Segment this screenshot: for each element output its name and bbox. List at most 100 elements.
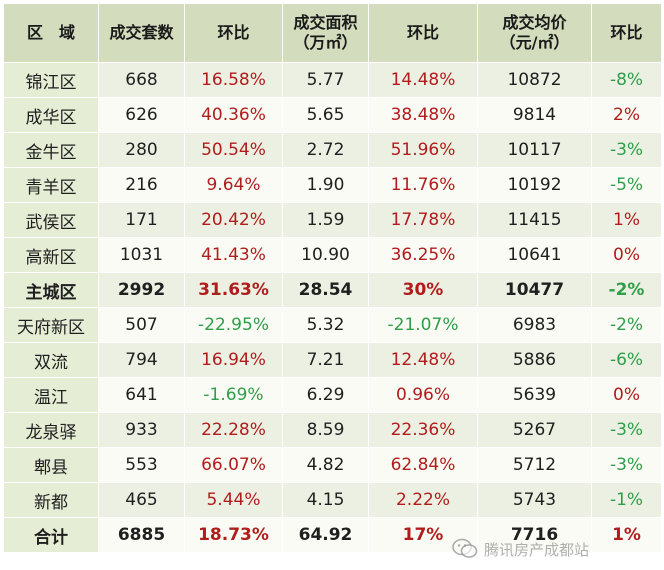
price-change-cell: -8%: [591, 62, 662, 98]
area-change-cell: 12.48%: [368, 342, 478, 378]
area-cell: 64.92: [282, 517, 369, 553]
price-cell: 10117: [477, 132, 592, 168]
district-cell: 双流: [3, 342, 99, 378]
header-row: 区 域 成交套数 环比 成交面积 （万㎡） 环比 成交均价 （元/㎡） 环比: [3, 3, 662, 63]
units-cell: 1031: [98, 237, 185, 273]
units-cell: 553: [98, 447, 185, 483]
area-change-cell: 36.25%: [368, 237, 478, 273]
price-change-cell: -1%: [591, 482, 662, 518]
district-cell: 龙泉驿: [3, 412, 99, 448]
table-body: 锦江区 668 16.58% 5.77 14.48% 10872 -8% 成华区 626 40.3…: [3, 62, 662, 553]
area-cell: 4.82: [282, 447, 369, 483]
units-cell: 507: [98, 307, 185, 343]
area-cell: 4.15: [282, 482, 369, 518]
table-row: 金牛区 280 50.54% 2.72 51.96% 10117 -3%: [3, 132, 662, 168]
units-cell: 794: [98, 342, 185, 378]
area-change-cell: 62.84%: [368, 447, 478, 483]
area-cell: 8.59: [282, 412, 369, 448]
units-cell: 465: [98, 482, 185, 518]
price-change-cell: -2%: [591, 272, 662, 308]
price-cell: 7716: [477, 517, 592, 553]
area-change-cell: 51.96%: [368, 132, 478, 168]
area-change-cell: 17.78%: [368, 202, 478, 238]
units-change-cell: 50.54%: [184, 132, 283, 168]
price-cell: 10641: [477, 237, 592, 273]
area-change-cell: -21.07%: [368, 307, 478, 343]
header-price-change: 环比: [591, 3, 662, 63]
area-cell: 7.21: [282, 342, 369, 378]
units-cell: 933: [98, 412, 185, 448]
header-units-change: 环比: [184, 3, 283, 63]
price-cell: 10872: [477, 62, 592, 98]
header-price: 成交均价 （元/㎡）: [477, 3, 592, 63]
header-district: 区 域: [3, 3, 99, 63]
area-cell: 1.59: [282, 202, 369, 238]
table-row: 郫县 553 66.07% 4.82 62.84% 5712 -3%: [3, 447, 662, 483]
area-change-cell: 30%: [368, 272, 478, 308]
table-row: 天府新区 507 -22.95% 5.32 -21.07% 6983 -2%: [3, 307, 662, 343]
table-row: 主城区 2992 31.63% 28.54 30% 10477 -2%: [3, 272, 662, 308]
area-cell: 10.90: [282, 237, 369, 273]
units-cell: 171: [98, 202, 185, 238]
district-cell: 郫县: [3, 447, 99, 483]
header-units: 成交套数: [98, 3, 185, 63]
district-cell: 高新区: [3, 237, 99, 273]
area-change-cell: 11.76%: [368, 167, 478, 203]
table-row: 武侯区 171 20.42% 1.59 17.78% 11415 1%: [3, 202, 662, 238]
units-change-cell: 20.42%: [184, 202, 283, 238]
header-area: 成交面积 （万㎡）: [282, 3, 369, 63]
table-row: 成华区 626 40.36% 5.65 38.48% 9814 2%: [3, 97, 662, 133]
area-cell: 5.32: [282, 307, 369, 343]
units-cell: 2992: [98, 272, 185, 308]
price-change-cell: -3%: [591, 447, 662, 483]
area-change-cell: 14.48%: [368, 62, 478, 98]
units-cell: 6885: [98, 517, 185, 553]
units-change-cell: -1.69%: [184, 377, 283, 413]
price-change-cell: 1%: [591, 202, 662, 238]
price-cell: 5267: [477, 412, 592, 448]
district-cell: 金牛区: [3, 132, 99, 168]
units-change-cell: 16.94%: [184, 342, 283, 378]
table-row: 新都 465 5.44% 4.15 2.22% 5743 -1%: [3, 482, 662, 518]
price-change-cell: -5%: [591, 167, 662, 203]
district-cell: 锦江区: [3, 62, 99, 98]
price-change-cell: 2%: [591, 97, 662, 133]
table-row: 青羊区 216 9.64% 1.90 11.76% 10192 -5%: [3, 167, 662, 203]
price-cell: 5886: [477, 342, 592, 378]
area-cell: 1.90: [282, 167, 369, 203]
district-cell: 温江: [3, 377, 99, 413]
units-change-cell: 41.43%: [184, 237, 283, 273]
price-change-cell: -3%: [591, 132, 662, 168]
area-cell: 6.29: [282, 377, 369, 413]
area-cell: 5.77: [282, 62, 369, 98]
table-row: 高新区 1031 41.43% 10.90 36.25% 10641 0%: [3, 237, 662, 273]
units-change-cell: 66.07%: [184, 447, 283, 483]
units-cell: 668: [98, 62, 185, 98]
units-cell: 216: [98, 167, 185, 203]
price-cell: 9814: [477, 97, 592, 133]
area-change-cell: 38.48%: [368, 97, 478, 133]
table-row: 合计 6885 18.73% 64.92 17% 7716 1%: [3, 517, 662, 553]
area-cell: 2.72: [282, 132, 369, 168]
units-cell: 280: [98, 132, 185, 168]
area-change-cell: 17%: [368, 517, 478, 553]
price-cell: 6983: [477, 307, 592, 343]
transaction-table: 区 域 成交套数 环比 成交面积 （万㎡） 环比 成交均价 （元/㎡） 环比 锦江区…: [3, 3, 662, 553]
units-change-cell: 5.44%: [184, 482, 283, 518]
units-change-cell: 31.63%: [184, 272, 283, 308]
units-change-cell: 40.36%: [184, 97, 283, 133]
units-cell: 626: [98, 97, 185, 133]
district-cell: 合计: [3, 517, 99, 553]
district-cell: 天府新区: [3, 307, 99, 343]
price-cell: 10477: [477, 272, 592, 308]
price-change-cell: -2%: [591, 307, 662, 343]
price-cell: 10192: [477, 167, 592, 203]
price-cell: 11415: [477, 202, 592, 238]
table-row: 双流 794 16.94% 7.21 12.48% 5886 -6%: [3, 342, 662, 378]
price-cell: 5712: [477, 447, 592, 483]
table-row: 锦江区 668 16.58% 5.77 14.48% 10872 -8%: [3, 62, 662, 98]
units-change-cell: -22.95%: [184, 307, 283, 343]
area-change-cell: 0.96%: [368, 377, 478, 413]
table-row: 龙泉驿 933 22.28% 8.59 22.36% 5267 -3%: [3, 412, 662, 448]
